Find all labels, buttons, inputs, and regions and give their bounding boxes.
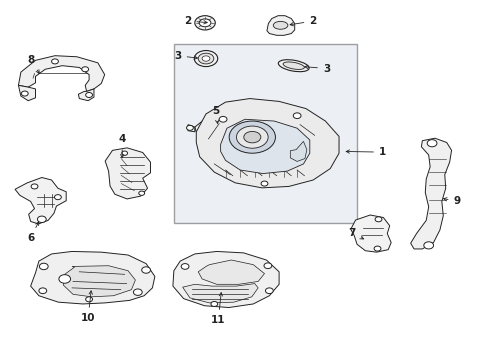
Circle shape bbox=[264, 263, 272, 269]
Polygon shape bbox=[196, 99, 339, 188]
Circle shape bbox=[133, 289, 142, 296]
Text: 4: 4 bbox=[119, 134, 126, 158]
Circle shape bbox=[211, 301, 218, 306]
Circle shape bbox=[139, 191, 145, 195]
Polygon shape bbox=[19, 56, 105, 91]
Circle shape bbox=[374, 246, 381, 251]
Circle shape bbox=[82, 67, 89, 72]
Text: 9: 9 bbox=[443, 197, 461, 206]
Ellipse shape bbox=[202, 56, 210, 61]
Circle shape bbox=[219, 116, 227, 122]
Ellipse shape bbox=[273, 21, 288, 29]
Circle shape bbox=[261, 181, 268, 186]
Polygon shape bbox=[220, 119, 310, 174]
Text: 2: 2 bbox=[290, 16, 317, 26]
Polygon shape bbox=[195, 117, 256, 141]
Text: 1: 1 bbox=[346, 147, 386, 157]
Polygon shape bbox=[30, 251, 155, 304]
Circle shape bbox=[187, 125, 194, 130]
Circle shape bbox=[375, 217, 382, 222]
Circle shape bbox=[22, 91, 28, 96]
Polygon shape bbox=[15, 177, 66, 224]
Polygon shape bbox=[251, 120, 263, 132]
Polygon shape bbox=[78, 89, 94, 101]
Text: 3: 3 bbox=[305, 64, 330, 73]
Polygon shape bbox=[173, 251, 279, 307]
Text: 10: 10 bbox=[81, 291, 96, 323]
Circle shape bbox=[86, 93, 93, 98]
Circle shape bbox=[39, 263, 48, 270]
Circle shape bbox=[293, 113, 301, 118]
FancyBboxPatch shape bbox=[174, 44, 357, 223]
Ellipse shape bbox=[195, 16, 215, 30]
Ellipse shape bbox=[244, 131, 261, 143]
Circle shape bbox=[427, 140, 437, 147]
Polygon shape bbox=[198, 260, 265, 284]
Circle shape bbox=[54, 195, 61, 200]
Circle shape bbox=[181, 264, 189, 269]
Circle shape bbox=[266, 288, 273, 294]
Circle shape bbox=[59, 275, 71, 283]
Polygon shape bbox=[188, 125, 195, 132]
Ellipse shape bbox=[199, 19, 211, 27]
Circle shape bbox=[424, 242, 434, 249]
Ellipse shape bbox=[198, 53, 214, 64]
Circle shape bbox=[31, 184, 38, 189]
Circle shape bbox=[39, 288, 47, 294]
Text: 3: 3 bbox=[174, 51, 197, 61]
Ellipse shape bbox=[283, 62, 304, 69]
Text: 6: 6 bbox=[27, 222, 39, 243]
Text: 8: 8 bbox=[27, 55, 39, 73]
Polygon shape bbox=[63, 266, 135, 297]
Polygon shape bbox=[411, 138, 452, 249]
Polygon shape bbox=[351, 215, 391, 252]
Polygon shape bbox=[267, 16, 294, 35]
Ellipse shape bbox=[195, 50, 218, 67]
Circle shape bbox=[256, 123, 263, 128]
Ellipse shape bbox=[278, 60, 309, 72]
Circle shape bbox=[86, 297, 93, 302]
Circle shape bbox=[37, 216, 46, 222]
Polygon shape bbox=[105, 148, 150, 199]
Polygon shape bbox=[19, 85, 35, 101]
Polygon shape bbox=[290, 141, 307, 161]
Ellipse shape bbox=[229, 121, 275, 153]
Circle shape bbox=[51, 59, 58, 64]
Text: 2: 2 bbox=[184, 16, 207, 26]
Text: 5: 5 bbox=[212, 106, 220, 123]
Text: 7: 7 bbox=[349, 228, 364, 239]
Ellipse shape bbox=[237, 126, 268, 148]
Circle shape bbox=[142, 267, 150, 273]
Text: 11: 11 bbox=[211, 293, 225, 325]
Circle shape bbox=[122, 151, 127, 156]
Polygon shape bbox=[183, 284, 258, 303]
